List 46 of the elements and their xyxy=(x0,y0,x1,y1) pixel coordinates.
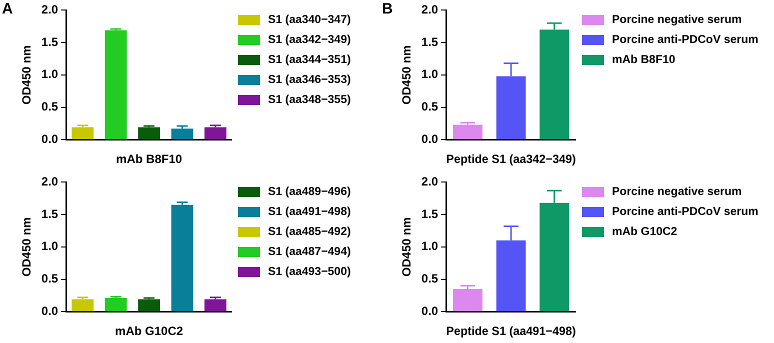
text: A xyxy=(2,0,13,18)
y-tick-label: 1.0 xyxy=(41,67,58,82)
legend-label: S1 (aa493−500) xyxy=(268,266,351,278)
y-tick-label: 0.5 xyxy=(421,100,438,114)
y-tick-label: 0.5 xyxy=(41,271,58,286)
y-tick-label: 0.0 xyxy=(421,303,438,318)
y-tick-label: 2.0 xyxy=(421,174,438,188)
legend-label: S1 (aa489−496) xyxy=(268,186,351,198)
y-tick-label: 1.0 xyxy=(41,238,58,253)
legend-label: Porcine anti-PDCoV serum xyxy=(612,206,758,218)
legend-label: S1 (aa491−498) xyxy=(268,206,351,218)
legend-label: S1 (aa344−351) xyxy=(268,54,351,66)
y-axis-title: OD450 nm xyxy=(400,45,414,105)
legend-label: S1 (aa340−347) xyxy=(268,14,351,26)
y-tick-label: 0.0 xyxy=(421,132,438,146)
legend-label: mAb G10C2 xyxy=(612,226,678,238)
y-axis-title: OD450 nm xyxy=(400,216,414,276)
y-tick-label: 2.0 xyxy=(41,2,58,17)
x-axis-title: mAb G10C2 xyxy=(115,324,184,338)
legend-label: Porcine anti-PDCoV serum xyxy=(612,34,758,46)
y-tick-label: 1.5 xyxy=(41,34,58,49)
y-tick-label: 0.0 xyxy=(41,132,58,146)
y-tick-label: 2.0 xyxy=(41,174,58,188)
y-tick-label: 0.5 xyxy=(41,100,58,114)
legend-label: S1 (aa487−494) xyxy=(268,246,351,258)
legend-label: S1 (aa348−355) xyxy=(268,94,351,106)
x-axis-title: Peptide S1 (aa342−349) xyxy=(446,152,576,166)
y-tick-label: 1.5 xyxy=(421,34,438,49)
y-axis-title: OD450 nm xyxy=(20,45,34,105)
y-tick-label: 1.0 xyxy=(421,238,438,253)
legend-label: S1 (aa346−353) xyxy=(268,74,351,86)
legend-label: mAb B8F10 xyxy=(612,54,676,66)
legend-label: S1 (aa485−492) xyxy=(268,226,351,238)
x-axis-title: mAb B8F10 xyxy=(116,152,182,166)
y-tick-label: 0.0 xyxy=(41,303,58,318)
text: B xyxy=(382,0,393,18)
y-tick-label: 1.5 xyxy=(421,206,438,220)
y-tick-label: 2.0 xyxy=(421,2,438,17)
y-axis-title: OD450 nm xyxy=(20,216,34,276)
legend-label: S1 (aa342−349) xyxy=(268,34,351,46)
y-tick-label: 1.0 xyxy=(421,67,438,82)
x-axis-title: Peptide S1 (aa491−498) xyxy=(446,323,576,338)
legend-label: Porcine negative serum xyxy=(612,14,742,26)
legend-label: Porcine negative serum xyxy=(612,186,742,198)
y-tick-label: 0.5 xyxy=(421,271,438,286)
y-tick-label: 1.5 xyxy=(41,206,58,220)
